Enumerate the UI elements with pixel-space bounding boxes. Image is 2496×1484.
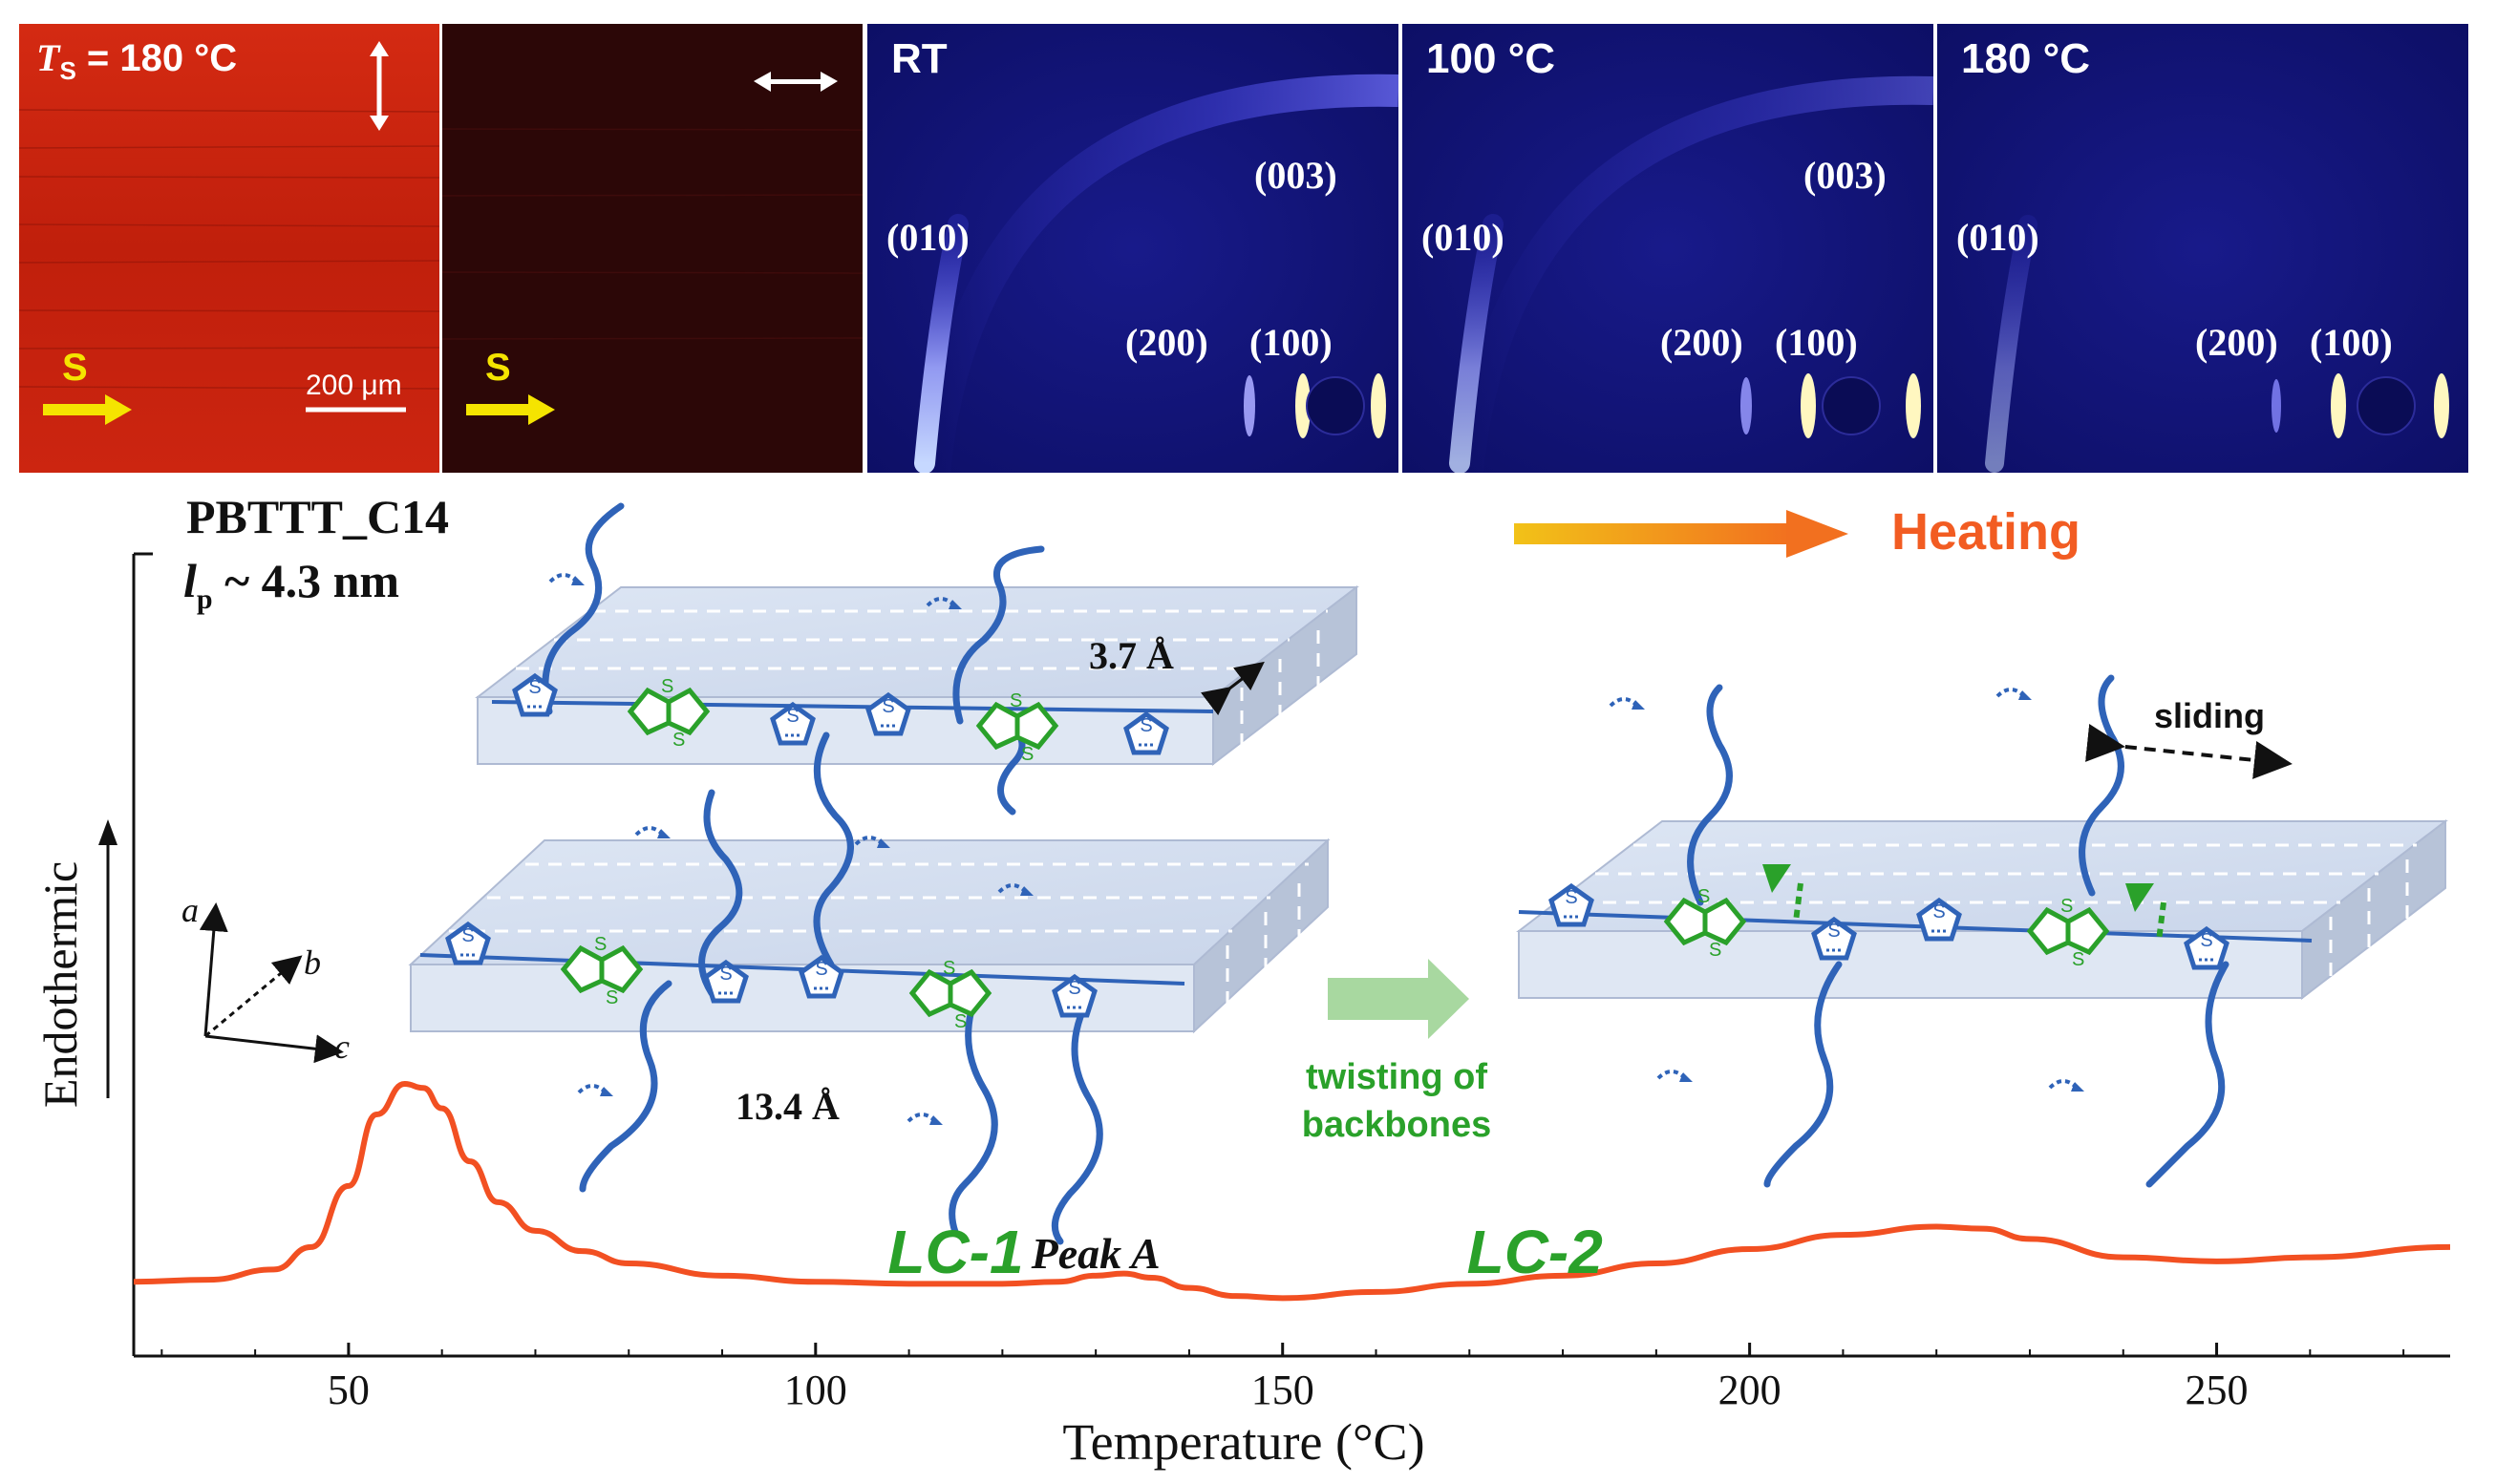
giwaxs-panel-180c: 180 °C (010) (200) (100)	[1937, 24, 2468, 473]
pi-stacking-arrow-icon	[1200, 661, 1265, 716]
polarizer-horizontal-arrow-icon	[754, 72, 838, 92]
shear-direction-arrow-icon	[43, 394, 132, 425]
twisting-arrow-icon	[1328, 959, 1469, 1039]
annotation-lc-2: LC-2	[1467, 1218, 1603, 1286]
lamella-upper	[475, 584, 1359, 767]
peak-200-label: (200)	[1660, 321, 1743, 364]
sliding-arrow-icon	[2085, 724, 2293, 779]
giwaxs-pattern-180c	[1937, 24, 2468, 473]
axis-a-label: a	[181, 891, 199, 929]
x-tick-label: 200	[1718, 1367, 1781, 1413]
twisting-label-line2: backbones	[1302, 1105, 1492, 1145]
shear-direction-arrow-icon	[466, 394, 555, 425]
peak-100-label: (100)	[1249, 321, 1333, 364]
twisting-label-line1: twisting of	[1306, 1057, 1487, 1097]
dsc-axes	[132, 552, 2450, 1358]
y-axis-label: Endothermic	[33, 861, 87, 1108]
lamellar-distance: 13.4 Å	[736, 1085, 840, 1128]
lamella-lower	[408, 837, 1331, 1034]
polarizer-vertical-arrow-icon	[370, 41, 389, 131]
shear-label: S	[62, 347, 88, 389]
backbone-lower	[419, 924, 1185, 1032]
sliding-label: sliding	[2154, 696, 2265, 735]
x-tick-label: 250	[2186, 1367, 2249, 1413]
backbone-heated	[1518, 864, 2313, 970]
axis-b-label: b	[304, 943, 321, 982]
peak-003-label: (003)	[1254, 154, 1337, 197]
heating-label: Heating	[1891, 503, 2080, 561]
giwaxs-panel-100c: 100 °C (010) (003) (200) (100)	[1402, 24, 1933, 473]
giwaxs-panel-rt: RT (010) (003) (200) (100)	[867, 24, 1398, 473]
x-axis-label: Temperature (°C)	[1062, 1413, 1424, 1471]
twist-arrow-icon	[1762, 864, 2166, 942]
polymer-name: PBTTT_C14	[186, 490, 449, 543]
dsc-curve	[133, 1081, 2451, 1302]
x-tick-label: 100	[784, 1367, 847, 1413]
giwaxs-temp-label: 100 °C	[1426, 35, 1556, 82]
heating-arrow-icon	[1514, 510, 1848, 558]
pom-image-bright	[19, 24, 439, 473]
persistence-length: lp ~ 4.3 nm	[183, 554, 399, 615]
giwaxs-temp-label: RT	[891, 35, 948, 82]
peak-010-label: (010)	[886, 216, 970, 259]
pom-panel-perpendicular: S	[442, 24, 863, 473]
endothermic-arrow-icon	[98, 819, 117, 1098]
alkyl-side-chains	[542, 502, 2229, 1245]
x-tick-label: 50	[328, 1367, 370, 1413]
peak-010-label: (010)	[1956, 216, 2039, 259]
annotation-lc-1: LC-1	[887, 1218, 1023, 1286]
x-tick-label: 150	[1251, 1367, 1314, 1413]
axis-c-label: c	[334, 1028, 350, 1066]
ts-label: TS = 180 °C	[36, 36, 238, 85]
peak-003-label: (003)	[1803, 154, 1887, 197]
pom-image-dark	[442, 24, 863, 473]
giwaxs-temp-label: 180 °C	[1961, 35, 2091, 82]
crystal-axes	[199, 902, 344, 1064]
peak-100-label: (100)	[2310, 321, 2393, 364]
pom-panel-parallel: TS = 180 °C S 200 μm	[19, 24, 439, 473]
scale-bar-label: 200 μm	[306, 370, 402, 401]
shear-label: S	[485, 347, 511, 389]
giwaxs-pattern-rt	[867, 24, 1398, 473]
backbone-upper	[491, 676, 1214, 765]
giwaxs-pattern-100c	[1402, 24, 1933, 473]
annotation-peak-a: Peak A	[1031, 1229, 1161, 1278]
lamella-heated	[1516, 818, 2448, 1001]
peak-200-label: (200)	[2195, 321, 2278, 364]
pi-stacking-distance: 3.7 Å	[1089, 634, 1174, 677]
peak-100-label: (100)	[1775, 321, 1858, 364]
peak-200-label: (200)	[1125, 321, 1208, 364]
peak-010-label: (010)	[1421, 216, 1504, 259]
